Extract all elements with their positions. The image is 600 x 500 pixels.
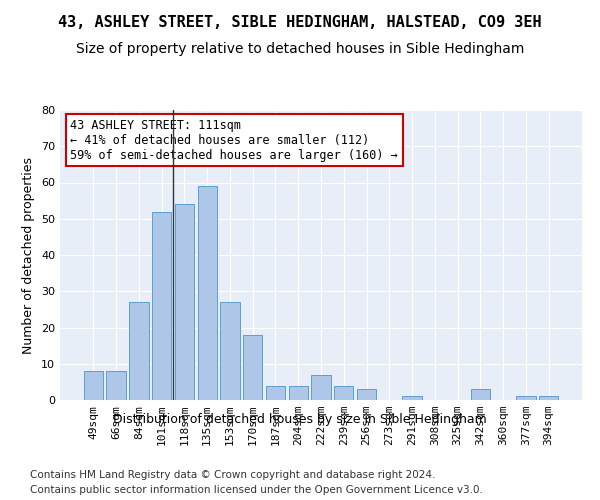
Bar (403, 396, 422, 400)
Y-axis label: Number of detached properties: Number of detached properties (22, 156, 35, 354)
Text: 43, ASHLEY STREET, SIBLE HEDINGHAM, HALSTEAD, CO9 3EH: 43, ASHLEY STREET, SIBLE HEDINGHAM, HALS… (58, 15, 542, 30)
Bar (311, 374, 331, 400)
Bar (334, 386, 353, 400)
Bar (266, 386, 285, 400)
Text: Size of property relative to detached houses in Sible Hedingham: Size of property relative to detached ho… (76, 42, 524, 56)
Bar (289, 386, 308, 400)
Bar (516, 396, 536, 400)
Bar (470, 389, 490, 400)
Text: Contains public sector information licensed under the Open Government Licence v3: Contains public sector information licen… (30, 485, 483, 495)
Bar (152, 212, 172, 400)
Bar (175, 204, 194, 400)
Bar (197, 186, 217, 400)
Bar (220, 302, 239, 400)
Text: Distribution of detached houses by size in Sible Hedingham: Distribution of detached houses by size … (113, 412, 487, 426)
Bar (357, 389, 376, 400)
Text: 43 ASHLEY STREET: 111sqm
← 41% of detached houses are smaller (112)
59% of semi-: 43 ASHLEY STREET: 111sqm ← 41% of detach… (70, 118, 398, 162)
Bar (243, 335, 262, 400)
Text: Contains HM Land Registry data © Crown copyright and database right 2024.: Contains HM Land Registry data © Crown c… (30, 470, 436, 480)
Bar (129, 302, 149, 400)
Bar (106, 371, 126, 400)
Bar (84, 371, 103, 400)
Bar (539, 396, 558, 400)
